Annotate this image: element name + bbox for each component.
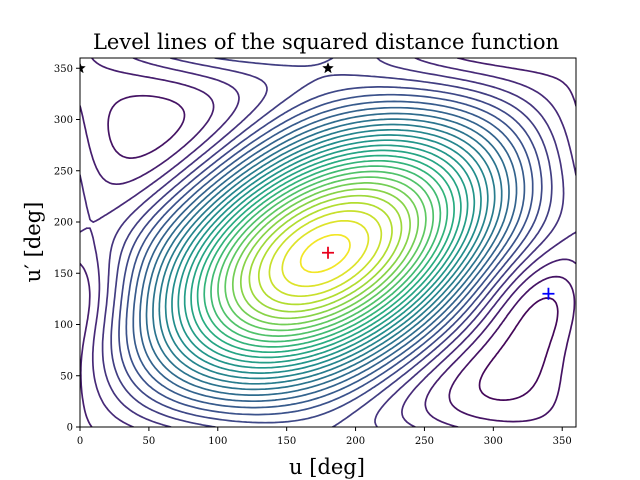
y-tick-label: 50 [60,371,73,382]
maximum-marker [322,246,334,259]
x-tick-label: 300 [484,436,503,447]
contour-level-line [80,58,576,427]
x-tick-label: 0 [77,436,83,447]
x-tick-label: 50 [143,436,156,447]
contour-level-line [268,210,383,298]
contour-level-line [177,139,476,369]
y-axis-label: u′ [deg] [21,202,45,283]
contour-level-line [281,219,370,288]
contour-level-line [171,134,482,374]
contour-level-line [224,176,427,332]
contour-level-line [107,94,576,423]
x-tick-label: 150 [277,436,296,447]
x-tick-label: 100 [208,436,227,447]
x-tick-label: 200 [346,436,365,447]
contour-level-line [239,188,411,320]
y-tick-label: 250 [54,166,73,177]
contour-level-line [257,201,393,306]
contour-level-line [125,93,534,416]
contour-level-line [145,112,510,396]
chart-title: Level lines of the squared distance func… [93,30,559,54]
y-tick-label: 0 [67,423,73,434]
contour-level-line [299,233,351,274]
contour-level-line [203,159,449,348]
contour-level-line [217,170,435,337]
contour-level-line [164,128,489,380]
contour-level-line [80,58,576,427]
y-tick-label: 100 [54,320,73,331]
y-tick-label: 200 [54,218,73,229]
x-axis-ticks: 0 50 100 150 200 250 300 350 [77,427,572,447]
y-tick-label: 150 [54,269,73,280]
contour-level-line [158,123,496,385]
contour-level-line [478,297,559,401]
critical-point-markers [80,62,555,300]
plot-frame [79,57,577,428]
contour-level-line [152,118,503,391]
y-axis-ticks: 0 50 100 150 200 250 300 350 [54,64,80,434]
minimum-marker [542,287,555,300]
contour-level-line [231,182,420,326]
x-tick-label: 350 [553,436,572,447]
contour-level-line [248,194,403,313]
contour-level-line [190,149,462,359]
y-tick-label: 350 [54,64,73,75]
saddle-point-marker [80,62,86,74]
saddle-point-marker [322,62,334,74]
contour-level-line [132,100,526,409]
contour-level-line [110,58,553,427]
x-tick-label: 250 [415,436,434,447]
contour-level-line [139,106,518,403]
contour-level-line [196,154,455,354]
contour-level-line [118,86,543,424]
contour-lines [80,58,576,427]
contour-level-line [210,165,442,343]
x-axis-label: u [deg] [289,455,365,479]
y-tick-label: 300 [54,115,73,126]
contour-level-line [101,58,565,427]
contour-level-line [183,144,469,364]
